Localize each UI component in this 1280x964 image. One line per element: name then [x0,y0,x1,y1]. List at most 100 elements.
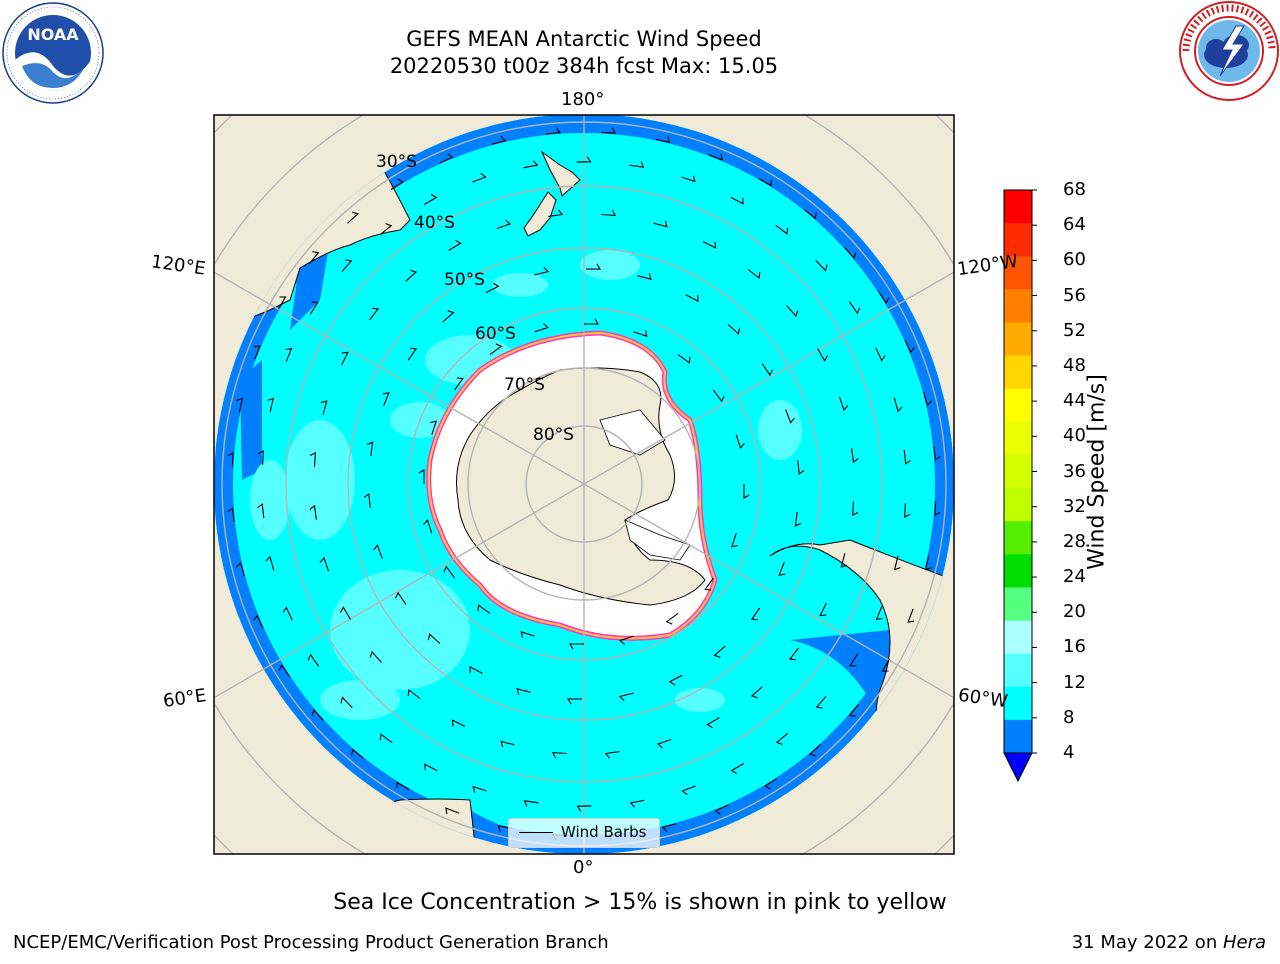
wind-barb [668,674,683,686]
wind-barb [396,781,410,790]
wind-barb [351,748,364,759]
wind-barb [785,409,795,424]
wind-barb [894,555,901,571]
wind-barb [706,717,720,729]
wind-barb [379,733,393,744]
wind-barb [653,220,668,228]
footer-machine: Hera [1222,932,1266,953]
wind-barb [390,178,404,190]
colorbar-tick-label: 64 [1063,214,1086,236]
lat-label-50s: 50°S [444,270,485,290]
wind-barb [369,307,380,321]
wind-barb [340,696,353,708]
wind-barb [903,503,911,519]
colorbar-segment [1004,620,1032,655]
colorbar-segment [1004,289,1032,323]
wind-barb [423,519,433,534]
colorbar-segment [1004,223,1032,257]
wind-barb [619,635,634,645]
wind-barb [604,751,620,759]
wind-barb [548,209,564,217]
wind-barb [523,160,539,169]
colorbar-segment [1004,388,1032,423]
new-zealand-north [540,150,581,197]
lat-label-60s: 60°S [475,324,516,344]
colorbar-tick-label: 56 [1063,284,1086,306]
wind-barb [319,556,330,572]
colorbar-tick-label: 68 [1063,179,1086,200]
wind-barb [786,305,799,318]
wind-barb [804,209,817,220]
colorbar-segment [1004,454,1032,489]
wind-barb [265,555,275,571]
wind-barb [794,511,802,527]
wind-barb [339,606,351,620]
wind-barb [379,223,393,236]
wind-barb [500,740,515,748]
wind-barb [382,392,390,407]
footer-date-text: 31 May 2022 on [1071,932,1223,953]
svg-text:NOAA: NOAA [27,25,79,44]
wind-barb [848,704,859,717]
wind-barb [681,175,696,183]
lon-label-0: 0° [573,857,594,878]
colorbar-tick-label: 36 [1063,460,1086,482]
wind-barb [851,501,859,517]
sea-ice-edge-yellow [427,331,717,640]
wind-barb [439,153,454,164]
wind-barb [443,565,456,579]
wind-barb [851,448,859,464]
wind-barb [712,389,725,403]
colorbar-segment [1004,719,1032,754]
colorbar-segment [1004,256,1032,290]
wind-barb [278,664,290,678]
wind-barb [320,400,328,415]
wind-barb [702,241,717,249]
wind-barb [788,647,799,661]
wind-barb [469,665,483,674]
lat-label-40s: 40°S [414,213,455,233]
colorbar-tick-label: 4 [1063,742,1075,763]
wind-barb [363,492,371,509]
wind-barb [713,645,726,658]
wind-barb [423,194,438,205]
wind-barb [656,738,672,749]
wind-barb [681,785,696,796]
wind-barb [904,339,915,354]
colorbar-segment [1004,653,1032,688]
wind-barb [373,544,383,559]
colorbar-tick-label: 24 [1063,566,1086,588]
wind-barb [584,318,599,325]
wind-barb [407,688,421,699]
colorbar-tick-label: 44 [1063,390,1086,412]
colorbar-segment [1004,521,1032,555]
wind-barb [454,377,464,391]
wind-barb [730,196,744,205]
wind-barb [840,553,848,568]
wind-barb [341,259,353,272]
wind-barb [472,172,487,183]
colorbar-tick-label: 28 [1063,530,1086,552]
nws-logo [1179,1,1279,101]
map-frame [213,114,955,855]
wind-barb [844,247,857,259]
wind-barb [585,263,601,270]
wind-barb [534,266,550,276]
wind-barb [285,347,293,362]
wind-barb [551,751,567,759]
lat-label-30s: 30°S [376,152,417,172]
chart-subtitle: 20220530 t00z 384h fcst Max: 15.05 [389,54,779,78]
wind-barb [875,347,886,362]
new-zealand-south [523,191,557,237]
wind-barbs [227,127,941,841]
wind-barb [775,732,789,745]
wind-barb [750,607,761,621]
wind-barb [838,396,849,412]
colorbar-tick-label: 20 [1063,601,1086,623]
wind-barb [809,744,821,757]
wind-barb [727,323,741,335]
wind-barb [907,608,915,623]
wind-barb [764,778,778,790]
